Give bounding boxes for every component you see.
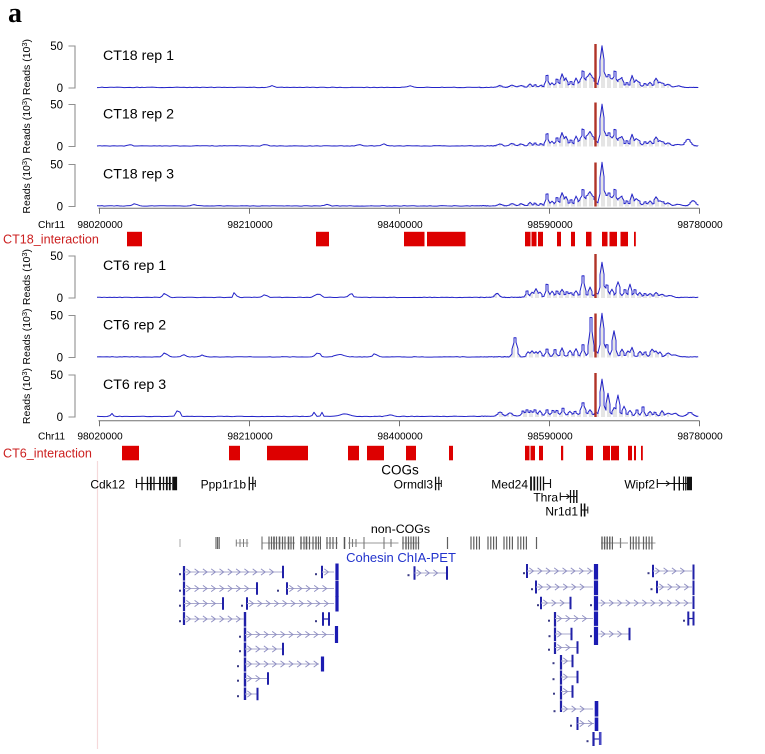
svg-text:98590000: 98590000: [527, 220, 573, 231]
svg-text:98400000: 98400000: [377, 220, 423, 231]
svg-text:non-COGs: non-COGs: [371, 522, 430, 536]
svg-text:0: 0: [57, 202, 63, 214]
svg-text:CT6 rep 3: CT6 rep 3: [103, 377, 166, 393]
svg-text:Cohesin ChIA-PET: Cohesin ChIA-PET: [346, 550, 456, 565]
svg-text:98780000: 98780000: [677, 220, 723, 231]
svg-text:CT18_interaction: CT18_interaction: [3, 233, 99, 247]
svg-text:CT18 rep 3: CT18 rep 3: [103, 167, 174, 183]
svg-text:COGs: COGs: [381, 463, 419, 478]
svg-text:Ormdl3: Ormdl3: [394, 478, 434, 492]
svg-text:Nr1d1: Nr1d1: [545, 505, 578, 519]
svg-text:50: 50: [50, 311, 63, 323]
svg-text:98590000: 98590000: [527, 432, 573, 443]
svg-text:Reads (103): Reads (103): [20, 39, 33, 95]
svg-text:a: a: [8, 0, 22, 29]
svg-text:98020000: 98020000: [77, 220, 123, 231]
svg-text:Reads (103): Reads (103): [20, 97, 33, 153]
svg-text:Reads (103): Reads (103): [20, 157, 33, 213]
svg-text:98780000: 98780000: [677, 432, 723, 443]
svg-text:98400000: 98400000: [377, 432, 423, 443]
svg-text:50: 50: [50, 251, 63, 263]
svg-text:Ppp1r1b: Ppp1r1b: [201, 478, 247, 492]
svg-text:Reads (103): Reads (103): [20, 249, 33, 305]
svg-text:CT6_interaction: CT6_interaction: [3, 447, 92, 461]
svg-text:CT18 rep 2: CT18 rep 2: [103, 107, 174, 123]
svg-text:CT18 rep 1: CT18 rep 1: [103, 48, 174, 64]
svg-text:Thra: Thra: [533, 491, 558, 505]
svg-text:0: 0: [57, 412, 63, 424]
svg-text:Reads (103): Reads (103): [20, 308, 33, 364]
svg-text:50: 50: [50, 100, 63, 112]
svg-text:98210000: 98210000: [227, 220, 273, 231]
svg-text:0: 0: [57, 353, 63, 365]
svg-text:50: 50: [50, 160, 63, 172]
svg-text:Wipf2: Wipf2: [624, 478, 655, 492]
svg-text:Chr11: Chr11: [38, 220, 65, 231]
svg-text:0: 0: [57, 293, 63, 305]
svg-text:CT6 rep 1: CT6 rep 1: [103, 258, 166, 274]
svg-text:98210000: 98210000: [227, 432, 273, 443]
svg-text:0: 0: [57, 83, 63, 95]
svg-text:98020000: 98020000: [77, 432, 123, 443]
svg-text:Chr11: Chr11: [38, 432, 65, 443]
svg-text:0: 0: [57, 142, 63, 154]
svg-text:Reads (103): Reads (103): [20, 368, 33, 424]
svg-text:50: 50: [50, 370, 63, 382]
svg-text:Cdk12: Cdk12: [90, 478, 125, 492]
svg-text:CT6 rep 2: CT6 rep 2: [103, 318, 166, 334]
svg-text:50: 50: [50, 41, 63, 53]
svg-text:Med24: Med24: [491, 478, 528, 492]
